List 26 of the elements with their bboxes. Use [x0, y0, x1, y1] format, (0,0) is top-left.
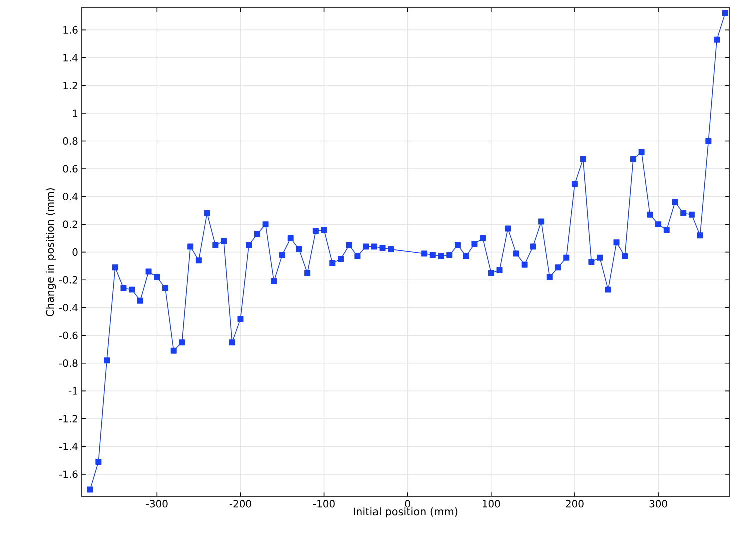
y-tick-label: 1.2 [64, 82, 78, 90]
x-tick-label: 100 [482, 500, 500, 508]
y-tick-label: 0.4 [63, 193, 78, 201]
y-tick-label: 0 [72, 248, 78, 256]
y-tick-label: 0.8 [63, 138, 78, 146]
x-tick-label: -300 [146, 500, 168, 508]
y-tick-label: -0.8 [59, 360, 78, 368]
x-tick-label: 200 [566, 500, 584, 508]
y-tick-label: -1.6 [59, 470, 78, 478]
y-axis-title: Change in position (mm) [46, 188, 56, 317]
y-tick-label: -1.2 [59, 415, 78, 423]
x-tick-label: 0 [405, 500, 410, 508]
x-tick-label: -100 [313, 500, 335, 508]
y-tick-label: 1.6 [64, 26, 78, 34]
y-tick-label: -0.4 [59, 304, 78, 312]
y-tick-label: -1 [68, 388, 78, 395]
y-tick-label: 0.6 [63, 165, 78, 173]
y-tick-label: 1 [73, 110, 78, 118]
x-axis-title: Initial position (mm) [354, 508, 458, 518]
y-tick-label: -0.2 [59, 276, 78, 284]
x-tick-label: -200 [230, 500, 252, 508]
y-tick-label: -0.6 [59, 332, 78, 340]
y-tick-label: -1.4 [59, 443, 78, 450]
y-tick-label: 0.2 [63, 220, 78, 228]
y-tick-label: 1.4 [64, 54, 78, 62]
x-tick-label: 300 [650, 500, 668, 508]
